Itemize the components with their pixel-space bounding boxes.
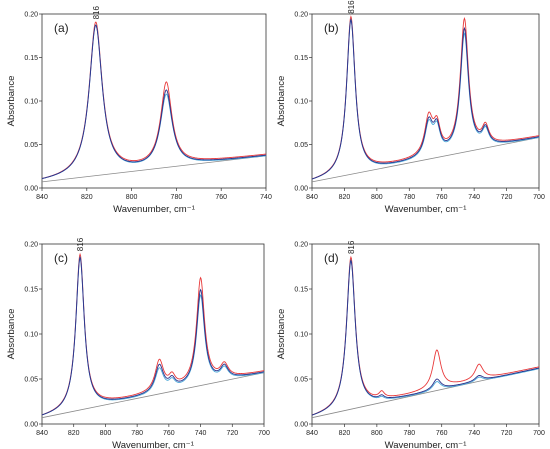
x-tick-label: 740 xyxy=(260,194,272,201)
x-axis-label: Wavenumber, cm⁻¹ xyxy=(112,440,194,449)
x-tick-label: 760 xyxy=(163,430,175,437)
y-tick-label: 0.15 xyxy=(294,55,308,62)
x-axis-label: Wavenumber, cm⁻¹ xyxy=(385,204,467,215)
x-tick-label: 780 xyxy=(131,430,143,437)
y-tick-label: 0.05 xyxy=(24,142,38,149)
y-tick-label: 0.20 xyxy=(24,242,38,249)
x-tick-label: 720 xyxy=(501,194,513,201)
x-tick-label: 800 xyxy=(371,430,383,437)
y-tick-label: 0.05 xyxy=(294,377,308,384)
y-tick-label: 0.10 xyxy=(24,99,38,106)
x-tick-label: 780 xyxy=(403,194,415,201)
y-tick-label: 0.15 xyxy=(24,287,38,294)
series-line-navy xyxy=(41,256,265,416)
plot-frame xyxy=(311,13,540,189)
x-tick-label: 760 xyxy=(215,194,227,201)
x-tick-label: 760 xyxy=(436,194,448,201)
x-axis-label: Wavenumber, cm⁻¹ xyxy=(385,440,467,449)
y-tick-label: 0.20 xyxy=(24,12,38,19)
y-tick-label: 0.00 xyxy=(24,422,38,429)
x-tick-label: 740 xyxy=(468,194,480,201)
peak-label: 816 xyxy=(347,240,356,254)
plot-frame xyxy=(41,13,267,189)
series-line-red xyxy=(41,21,267,179)
y-tick-label: 0.15 xyxy=(294,287,308,294)
x-tick-label: 740 xyxy=(468,430,480,437)
x-tick-label: 800 xyxy=(100,430,112,437)
x-tick-label: 700 xyxy=(533,430,545,437)
x-tick-label: 700 xyxy=(533,194,545,201)
x-tick-label: 740 xyxy=(195,430,207,437)
y-axis-label: Absorbance xyxy=(276,76,287,127)
x-tick-label: 820 xyxy=(339,430,351,437)
y-tick-label: 0.05 xyxy=(294,142,308,149)
series-line-navy xyxy=(41,24,267,179)
baseline-line xyxy=(311,137,540,183)
y-tick-label: 0.20 xyxy=(294,242,308,249)
y-axis-label: Absorbance xyxy=(276,309,287,360)
x-axis-label: Wavenumber, cm⁻¹ xyxy=(113,204,195,215)
x-tick-label: 780 xyxy=(171,194,183,201)
x-tick-label: 800 xyxy=(126,194,138,201)
series-line-navy xyxy=(311,18,540,180)
y-tick-label: 0.15 xyxy=(24,55,38,62)
peak-label: 816 xyxy=(92,5,101,19)
y-tick-label: 0.10 xyxy=(24,332,38,339)
x-tick-label: 820 xyxy=(339,194,351,201)
x-tick-label: 760 xyxy=(436,430,448,437)
series-line-navy xyxy=(311,259,540,416)
x-tick-label: 720 xyxy=(501,430,513,437)
x-tick-label: 840 xyxy=(306,430,318,437)
panel-c: 840 820 800 780 760 740 720 700 0.00 0.05 0.10 0.15… xyxy=(6,237,270,449)
y-axis-label: Absorbance xyxy=(6,76,17,127)
baseline-line xyxy=(41,372,265,419)
baseline-line xyxy=(41,155,267,183)
y-tick-label: 0.00 xyxy=(294,422,308,429)
panel-d: 840 820 800 780 760 740 720 700 0.00 0.05 0.10 0.15… xyxy=(276,240,545,449)
series-line-cyan xyxy=(41,24,267,179)
x-tick-label: 700 xyxy=(258,430,270,437)
x-tick-label: 840 xyxy=(36,194,48,201)
panel-a: 840 820 800 780 760 740 0.00 0.05 0.10 0.15 0.20 Wa… xyxy=(6,5,272,215)
panel-label: (b) xyxy=(324,21,339,35)
y-tick-label: 0.10 xyxy=(294,332,308,339)
y-tick-label: 0.00 xyxy=(294,186,308,193)
y-tick-label: 0.20 xyxy=(294,12,308,19)
x-tick-label: 840 xyxy=(36,430,48,437)
x-tick-label: 720 xyxy=(226,430,238,437)
panel-b: 840 820 800 780 760 740 720 700 0.00 0.05 0.10 0.15… xyxy=(276,0,545,215)
y-tick-label: 0.05 xyxy=(24,377,38,384)
y-axis-label: Absorbance xyxy=(6,309,17,360)
panel-label: (a) xyxy=(54,21,69,35)
x-tick-label: 820 xyxy=(68,430,80,437)
y-tick-label: 0.10 xyxy=(294,99,308,106)
x-tick-label: 820 xyxy=(81,194,93,201)
x-tick-label: 800 xyxy=(371,194,383,201)
x-tick-label: 840 xyxy=(306,194,318,201)
panel-label: (c) xyxy=(54,251,68,265)
peak-label: 816 xyxy=(347,0,356,14)
peak-label: 816 xyxy=(76,237,85,251)
panel-label: (d) xyxy=(324,251,339,265)
x-tick-label: 780 xyxy=(403,430,415,437)
y-tick-label: 0.00 xyxy=(24,186,38,193)
